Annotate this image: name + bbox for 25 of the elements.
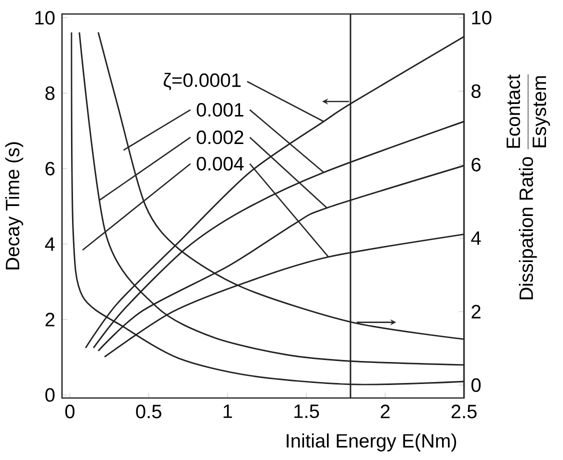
y-tick-label: 0 [45,388,55,402]
y2-tick-label: 4 [471,232,481,245]
y2-tick-label: 8 [472,84,481,98]
annotation: 0.004 [196,156,244,171]
y-axis-title: Decay Time (s) [5,142,24,270]
x-tick-label: 1 [224,404,232,418]
y-tick-label: 2 [46,312,54,326]
y2-tick-label: 6 [472,158,481,172]
x-tick-label: 1.5 [294,404,319,418]
x-tick-label: 2 [380,404,390,418]
x-axis-title: Initial Energy E(Nm) [286,433,456,452]
annotation: 0.001 [196,102,244,117]
annotation: 0.002 [196,130,244,144]
annotation: ζ=0.0001 [164,72,241,90]
y-tick-label: 6 [46,162,54,176]
y-tick-label: 4 [45,237,55,251]
y2-axis-title: $\mbox{Dissipation Ratio}\;\frac{\mbox{Econtact}}{\mbox{Esystem}}$ [506,74,550,300]
y-tick-label: 8 [45,86,54,100]
x-tick-label: 0.5 [136,404,162,418]
x-tick-label: 2.5 [452,404,477,418]
x-tick-label: 0 [65,404,74,418]
y2-tick-label: 10 [472,10,492,24]
y2-tick-label: 0 [471,378,481,392]
y-tick-label: 10 [35,10,55,25]
y2-tick-label: 2 [472,304,480,318]
